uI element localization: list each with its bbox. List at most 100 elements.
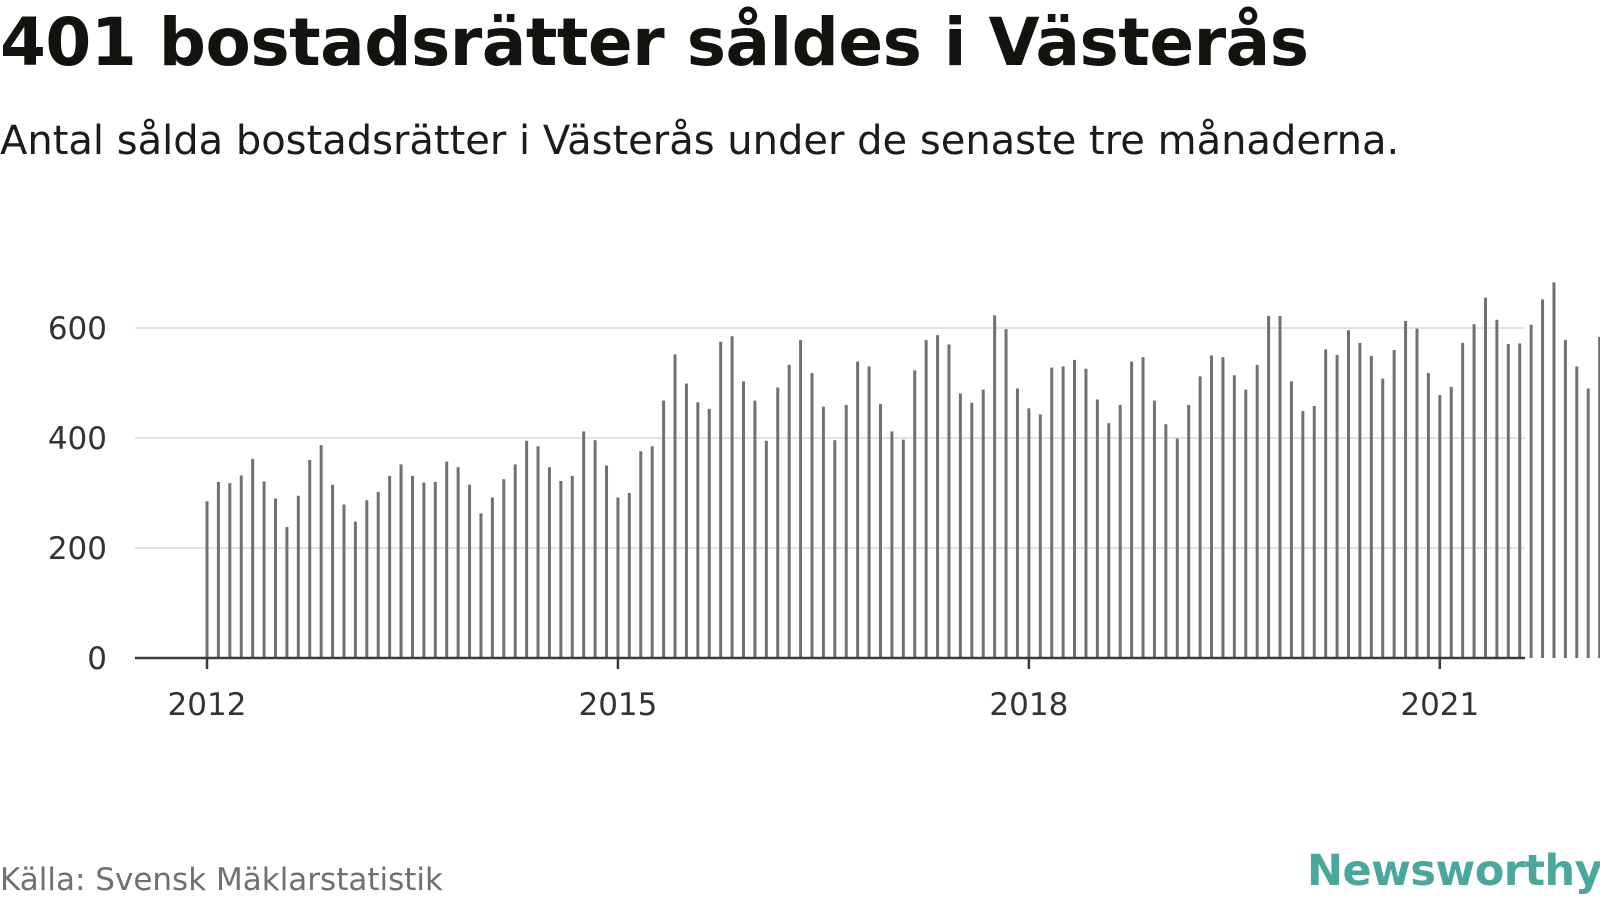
bar: [308, 460, 312, 658]
bar: [1461, 342, 1465, 658]
bar: [913, 370, 917, 658]
bar: [856, 361, 860, 658]
bar: [273, 498, 277, 658]
x-tick-label: 2018: [989, 687, 1068, 723]
bar: [468, 484, 472, 658]
bar: [730, 336, 734, 658]
bar: [319, 445, 323, 658]
bar: [1027, 408, 1031, 658]
bar: [696, 402, 700, 658]
bar: [1004, 329, 1008, 658]
bar: [1255, 364, 1259, 658]
bar: [1198, 376, 1202, 658]
bar: [662, 400, 666, 658]
x-axis: 20122015201820212023: [168, 658, 1479, 723]
bar: [502, 479, 506, 658]
bar: [1324, 349, 1328, 658]
bar: [1050, 367, 1054, 658]
bar: [1518, 343, 1522, 658]
y-axis: 0 200 400 600: [48, 311, 107, 677]
bar: [1347, 330, 1350, 658]
bar: [216, 482, 220, 658]
y-tick-label: 200: [48, 531, 107, 567]
bar: [936, 335, 940, 658]
bar: [1107, 423, 1111, 658]
bar: [901, 439, 905, 658]
bar: [1586, 388, 1590, 658]
bar: [410, 475, 414, 658]
bar: [1164, 424, 1168, 658]
bar: [1392, 350, 1396, 658]
bar: [1552, 282, 1556, 658]
bar: [399, 464, 403, 658]
bar: [570, 475, 574, 658]
bar: [1483, 297, 1487, 658]
bar: [1563, 340, 1567, 658]
bar: [958, 393, 962, 658]
bar: [536, 446, 540, 658]
newsworthy-logo: Newsworthy: [1295, 842, 1600, 900]
bar: [707, 408, 711, 658]
bar: [285, 527, 289, 658]
bar: [1187, 405, 1191, 658]
bar: [753, 400, 757, 658]
x-tick-label: 2015: [578, 687, 657, 723]
bar: [1073, 359, 1077, 658]
bar: [490, 497, 494, 658]
bar: [1267, 315, 1271, 658]
bar: [673, 354, 677, 658]
bar: [547, 467, 551, 658]
bar: [593, 440, 597, 658]
bar: [1221, 357, 1225, 658]
chart-title: 401 bostadsrätter såldes i Västerås: [0, 4, 1309, 81]
bar: [616, 497, 620, 658]
bar: [1301, 411, 1305, 658]
newsworthy-logo-text: Newsworthy: [1307, 846, 1600, 896]
bar: [1210, 355, 1214, 658]
x-tick-label: 2012: [168, 687, 247, 723]
bar: [1472, 324, 1476, 658]
bar: [1118, 405, 1122, 658]
bar: [799, 340, 803, 658]
bar: [1095, 399, 1099, 658]
bar: [970, 402, 974, 658]
bar: [353, 521, 357, 658]
bar: [1015, 388, 1019, 658]
bar: [296, 495, 300, 658]
bar: [559, 480, 563, 658]
bar: [627, 493, 631, 658]
bar: [684, 383, 688, 658]
bar: [924, 340, 928, 658]
bar: [1312, 406, 1316, 658]
bar: [388, 475, 392, 658]
bar: [1289, 381, 1293, 658]
bar: [833, 440, 837, 658]
bar: [239, 475, 243, 658]
bar: [1449, 386, 1453, 658]
bar: [445, 461, 449, 658]
bar: [1438, 395, 1442, 658]
bar: [1141, 357, 1145, 658]
bar: [1358, 342, 1362, 658]
bar: [1278, 315, 1282, 658]
bar: [867, 366, 871, 658]
bar: [947, 344, 951, 658]
bar: [479, 513, 483, 658]
bar: [650, 446, 654, 658]
bar: [1506, 343, 1510, 658]
bar: [1061, 366, 1065, 658]
bar: [376, 491, 380, 658]
y-tick-label: 400: [48, 421, 107, 457]
bar: [1084, 368, 1088, 658]
bar: [513, 464, 517, 658]
bar: [422, 482, 426, 658]
bar: [1369, 356, 1373, 658]
bar: [582, 431, 586, 658]
bar: [1404, 320, 1408, 658]
bar: [776, 387, 780, 658]
bar: [719, 341, 723, 658]
bar: [1426, 373, 1430, 658]
bar: [1038, 414, 1042, 658]
bar: [1575, 366, 1579, 658]
bar: [205, 501, 209, 658]
